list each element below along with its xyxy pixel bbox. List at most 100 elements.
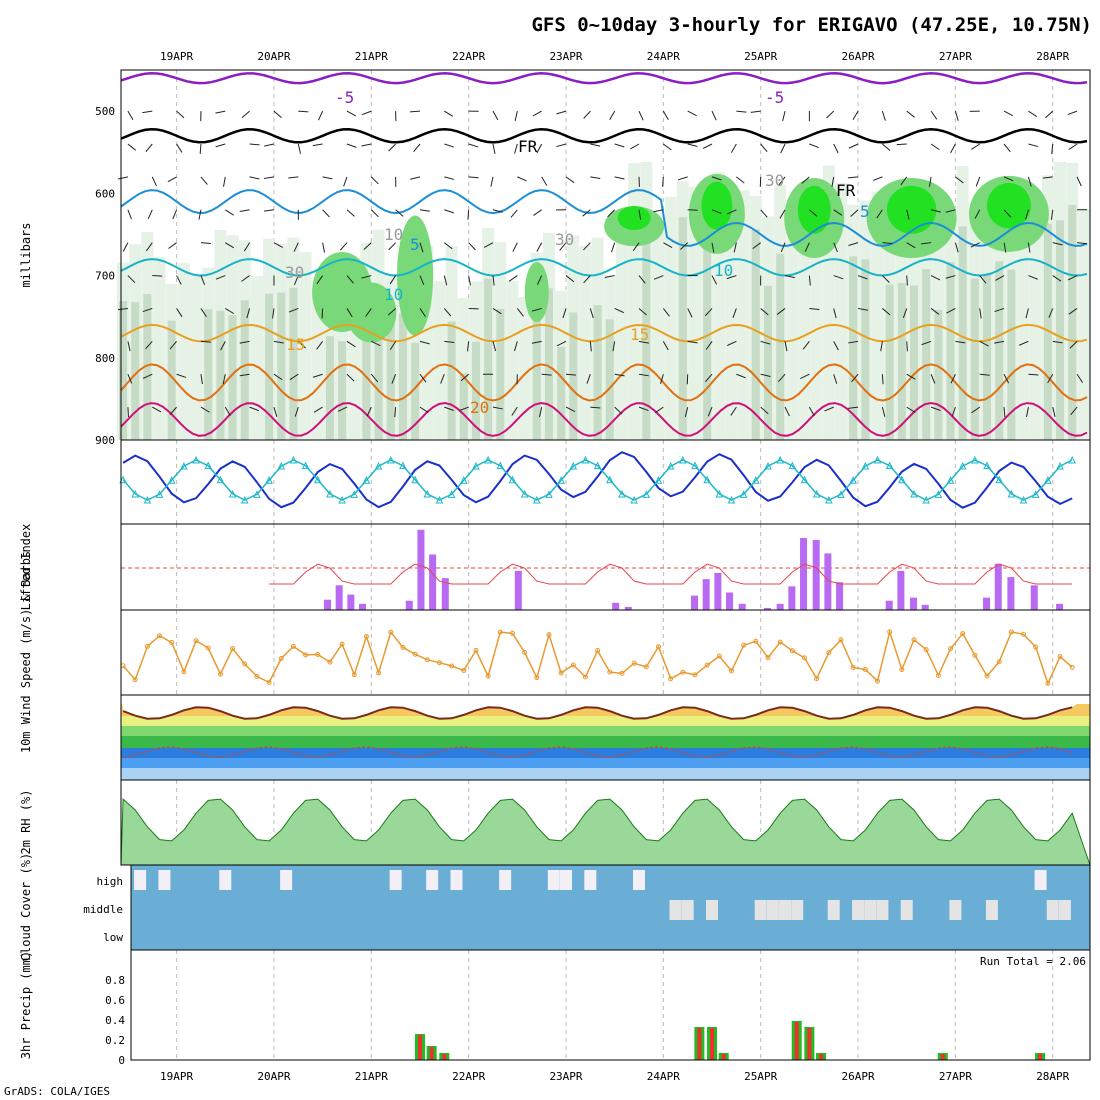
cape-bar-29 (1007, 577, 1015, 610)
wind-barb (467, 209, 470, 220)
thickness-marker (277, 461, 286, 470)
rh-shade-light (250, 275, 263, 440)
wind-barb (225, 242, 235, 249)
wind-barb (1003, 242, 1007, 253)
thickness-marker (301, 461, 310, 470)
slp-line (122, 451, 1073, 509)
wind-barb (680, 242, 689, 250)
wind-barb (906, 373, 916, 380)
cape-bar-2 (347, 594, 355, 610)
wind-barb (848, 143, 859, 149)
wind-barb (784, 406, 790, 417)
contour-label-6: 10 (384, 285, 403, 304)
wind10m-marker (838, 637, 844, 643)
rh-shade-mid (764, 285, 773, 440)
wind10m-marker (595, 648, 601, 654)
wind-barb (264, 176, 275, 180)
date-label-top-4: 23APR (549, 50, 582, 63)
wind-barb (346, 373, 355, 382)
wind-barb (263, 209, 275, 212)
wind-barb (730, 406, 737, 416)
wind-barb (460, 373, 469, 382)
wind10m-marker (668, 676, 674, 682)
wind-barb (322, 209, 330, 218)
date-label-bottom-5: 24APR (647, 1070, 680, 1083)
wind-barb (930, 308, 940, 315)
wind-barb (419, 242, 424, 253)
rh-shade-light (810, 225, 823, 440)
rh-shade-mid (1068, 205, 1077, 440)
thickness-marker (703, 475, 711, 484)
cloud-middle (852, 900, 865, 920)
rh-shade-mid (776, 253, 785, 440)
wind-barb (630, 143, 640, 150)
wind-barb (316, 275, 324, 285)
wind10m-marker (315, 651, 321, 657)
rh-shade-mid (605, 319, 614, 440)
wind-barb (896, 143, 907, 146)
temp-band-3 (121, 736, 1090, 748)
rh-blob-core-6 (886, 185, 937, 234)
wind-barb (388, 242, 396, 251)
cloud-middle (827, 900, 840, 920)
wind-barb (200, 275, 206, 286)
wind-barb (169, 406, 177, 415)
wind-barb (200, 374, 203, 385)
wind-barb (638, 340, 649, 344)
wind-barb (444, 209, 454, 214)
wind10m-marker (1069, 664, 1075, 670)
wind-barb (882, 308, 891, 316)
footer-credit: GrADS: COLA/IGES (4, 1085, 110, 1098)
wind-barb (614, 406, 623, 415)
wind10m-marker (765, 655, 771, 661)
thickness-marker (520, 489, 529, 498)
wind-barb (930, 143, 940, 151)
wind-barb (711, 209, 722, 214)
wind-barb (881, 110, 886, 121)
wind-barb (346, 275, 354, 284)
side-label-0: millibars (19, 222, 33, 287)
rh-shade-mid (910, 285, 919, 440)
wind-barb (410, 176, 421, 180)
cape-bar-13 (714, 572, 722, 610)
wind-barb (900, 176, 908, 186)
cloud-high (158, 870, 171, 890)
precip-conv-bar-10 (1038, 1054, 1043, 1060)
wind-barb (444, 406, 454, 411)
wind-barb (808, 406, 815, 417)
thickness-marker (119, 475, 127, 484)
wind-barb (687, 143, 698, 147)
cloud-middle (779, 900, 792, 920)
wind-barb (994, 307, 1005, 313)
contour-label-9: 15 (630, 325, 649, 344)
wind-barb (512, 242, 518, 252)
wind10m-marker (473, 647, 479, 653)
wind-barb (945, 275, 956, 279)
wind-barb (872, 176, 883, 181)
wind-barb (711, 275, 718, 285)
wind-barb (733, 242, 737, 253)
cloud-middle (900, 900, 913, 920)
wind10m-marker (692, 672, 698, 678)
wind-barb (536, 242, 543, 252)
wind-barb (239, 209, 250, 212)
wind-barb (142, 373, 153, 379)
wind10m-marker (777, 639, 783, 645)
rh-shade-light (664, 197, 677, 440)
cape-bar-5 (417, 529, 425, 610)
cloud-high (499, 870, 512, 890)
wind-barb (343, 176, 348, 187)
wind-barb (511, 406, 518, 416)
contour-freezing (120, 127, 1088, 144)
wind-barb (444, 242, 453, 250)
wind-barb (346, 340, 356, 348)
wind-barb (241, 275, 250, 282)
panel-frame-precip (130, 949, 1091, 1061)
cape-bar-8 (514, 570, 522, 610)
cloud-level-0: high (97, 875, 124, 888)
wind-barb (541, 373, 552, 376)
wind-barb (638, 209, 642, 220)
rh-shade-light (786, 207, 799, 440)
cape-bar-31 (1056, 603, 1064, 610)
wind-barb (468, 275, 471, 286)
